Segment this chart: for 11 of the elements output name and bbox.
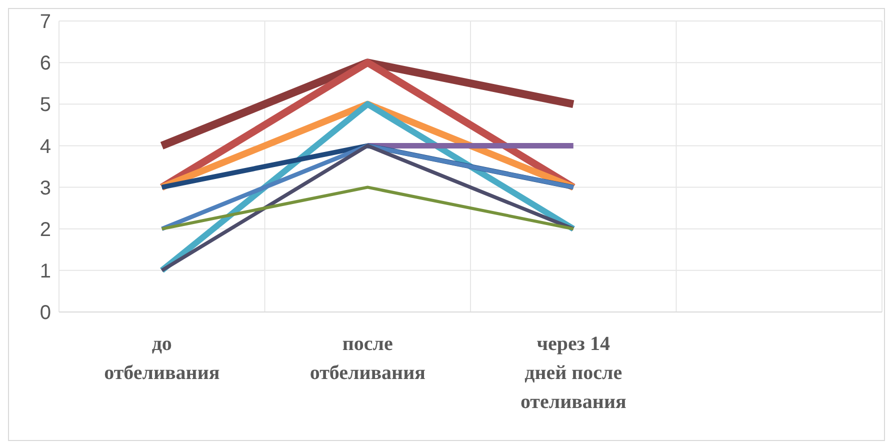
x-tick-label: через 14 дней после отеливания [520, 333, 626, 413]
y-tick-label: 6 [40, 52, 51, 75]
y-tick-label: 4 [40, 136, 51, 158]
y-tick-label: 3 [40, 177, 51, 200]
y-tick-label: 2 [40, 218, 51, 241]
y-tick-label: 0 [40, 302, 51, 324]
y-tick-label: 5 [40, 94, 51, 116]
x-tick-label: до отбеливания [104, 333, 220, 384]
y-tick-label: 7 [40, 11, 51, 34]
x-tick-label: после отбеливания [310, 333, 426, 384]
y-tick-label: 1 [40, 260, 51, 283]
